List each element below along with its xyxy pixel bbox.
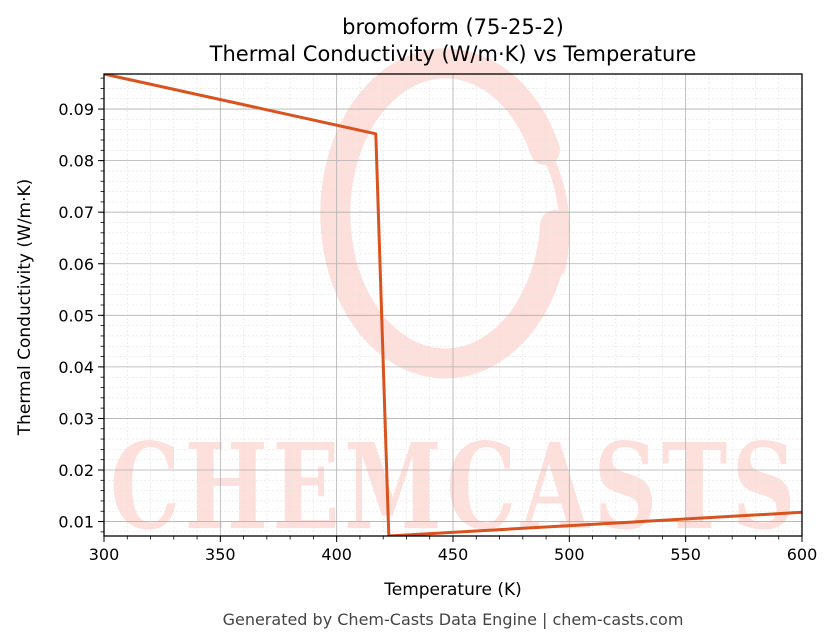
- y-tick-label: 0.06: [58, 255, 94, 274]
- x-axis-label: Temperature (K): [383, 580, 522, 600]
- watermark-logo-icon: [320, 48, 570, 379]
- x-tick-label: 500: [554, 545, 585, 564]
- ticks-layer: [98, 77, 803, 542]
- y-axis-label: Thermal Conductivity (W/m·K): [15, 179, 35, 437]
- y-tick-label: 0.03: [58, 409, 94, 428]
- y-tick-label: 0.07: [58, 203, 94, 222]
- y-tick-label: 0.04: [58, 358, 94, 377]
- chart-title-line2: Thermal Conductivity (W/m·K) vs Temperat…: [209, 42, 697, 66]
- footer-text: Generated by Chem-Casts Data Engine | ch…: [223, 610, 684, 629]
- x-tick-label: 550: [670, 545, 701, 564]
- x-tick-label: 300: [89, 545, 120, 564]
- y-tick-label: 0.09: [58, 100, 94, 119]
- watermark: CHEMCASTS: [110, 48, 800, 556]
- x-tick-label: 600: [787, 545, 818, 564]
- y-tick-label: 0.05: [58, 306, 94, 325]
- x-tick-label: 350: [205, 545, 236, 564]
- x-tick-labels: 300 350 400 450 500 550 600: [89, 545, 818, 564]
- watermark-text: CHEMCASTS: [110, 417, 800, 556]
- y-tick-label: 0.08: [58, 152, 94, 171]
- chart-title-line1: bromoform (75-25-2): [342, 15, 564, 39]
- y-tick-labels: 0.01 0.02 0.03 0.04 0.05 0.06 0.07 0.08 0.09: [58, 100, 94, 532]
- x-tick-label: 400: [321, 545, 352, 564]
- series-layer: [104, 74, 802, 536]
- y-tick-label: 0.02: [58, 461, 94, 480]
- y-tick-label: 0.01: [58, 513, 94, 532]
- x-tick-label: 450: [438, 545, 469, 564]
- series-line: [104, 74, 802, 536]
